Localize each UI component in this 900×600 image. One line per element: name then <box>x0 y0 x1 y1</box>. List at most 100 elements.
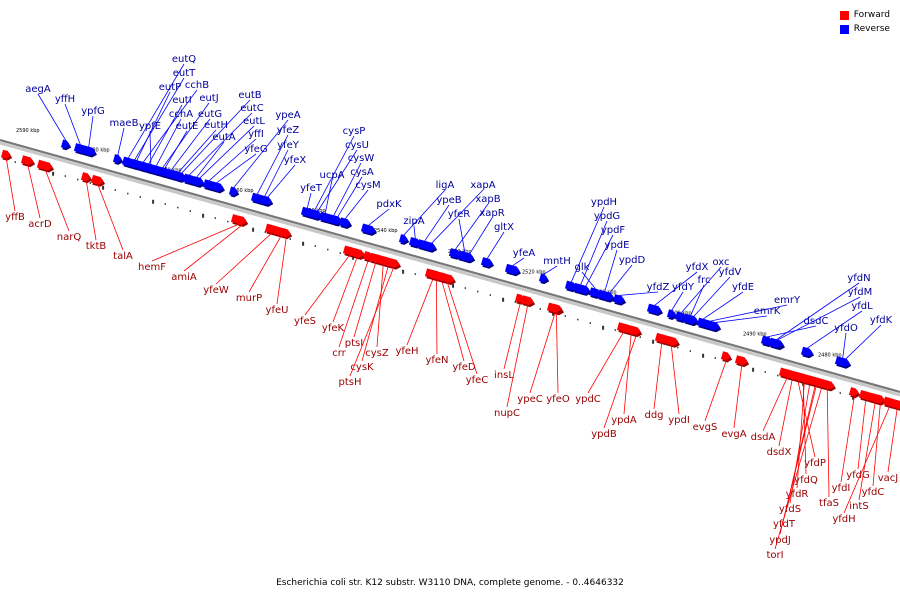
forward-gene-arrow <box>438 272 456 286</box>
forward-gene-arrow <box>888 398 900 411</box>
forward-gene-label: amiA <box>171 272 197 283</box>
reverse-gene-leader <box>842 332 847 359</box>
forward-gene-label: tfaS <box>819 498 839 509</box>
reverse-gene-leader <box>403 189 446 236</box>
reverse-gene-leader <box>413 225 416 239</box>
reverse-gene-label: zipA <box>403 216 424 227</box>
reverse-gene-arrow <box>710 321 722 333</box>
reverse-gene-leader <box>767 325 817 338</box>
forward-gene-label: ypeC <box>517 394 542 405</box>
reverse-gene-arrow <box>112 154 124 165</box>
reverse-gene-label: ypfE <box>139 121 161 132</box>
reverse-gene-leader <box>619 291 659 296</box>
reverse-gene-label: yfeZ <box>277 125 300 136</box>
forward-gene-leader <box>183 224 243 272</box>
forward-gene-arrow <box>630 326 643 338</box>
forward-gene-leader <box>826 388 830 498</box>
forward-gene-label: dsdX <box>767 447 792 458</box>
forward-gene-label: yfeC <box>466 375 489 386</box>
forward-gene-label: dsdA <box>751 432 776 443</box>
forward-gene-label: cysK <box>350 362 374 373</box>
reverse-gene-label: emrK <box>754 306 781 317</box>
forward-gene-leader <box>353 262 377 338</box>
forward-gene-label: yfeN <box>425 355 448 366</box>
forward-gene-label: yffB <box>5 212 25 223</box>
forward-gene-arrow <box>520 295 536 308</box>
reverse-gene-arrow <box>398 234 410 245</box>
scale-tick-mark <box>152 199 155 204</box>
scale-tick-mark <box>639 336 641 338</box>
reverse-gene-arrow <box>772 338 784 350</box>
reverse-gene-label: yfeT <box>300 183 323 194</box>
reverse-gene-leader <box>170 118 211 171</box>
reverse-gene-label: yfeG <box>244 144 267 155</box>
reverse-gene-leader <box>703 291 744 320</box>
reverse-gene-label: yfdK <box>870 315 893 326</box>
forward-gene-label: yfeU <box>266 305 289 316</box>
reverse-gene-leader <box>424 204 450 242</box>
reverse-gene-label: eutE <box>176 121 199 132</box>
reverse-gene-arrow <box>666 309 678 320</box>
reverse-gene-label: ypeA <box>275 110 300 121</box>
reverse-gene-label: xapR <box>479 208 504 219</box>
reverse-gene-label: maeB <box>110 118 139 129</box>
forward-gene-leader <box>623 333 632 415</box>
reverse-gene-label: ypdF <box>601 225 626 236</box>
reverse-gene-leader <box>671 291 684 311</box>
reverse-gene-leader <box>776 282 860 340</box>
reverse-gene-leader <box>693 276 731 317</box>
reverse-gene-label: yfdX <box>686 262 709 273</box>
forward-gene-label: torI <box>766 550 783 561</box>
forward-gene-leader <box>774 386 823 550</box>
forward-gene-label: talA <box>113 251 133 262</box>
reverse-gene-label: glk <box>575 262 590 273</box>
reverse-gene-label: cchA <box>169 109 193 120</box>
reverse-gene-label: eutA <box>212 132 235 143</box>
forward-gene-leader <box>529 312 556 394</box>
reverse-gene-label: eutH <box>204 120 228 131</box>
forward-gene-leader <box>887 408 898 473</box>
forward-swatch <box>839 10 849 20</box>
reverse-gene-leader <box>486 231 505 259</box>
reverse-gene-leader <box>216 153 257 184</box>
reverse-gene-leader <box>64 103 81 145</box>
forward-gene-leader <box>603 335 637 429</box>
scale-tick-mark <box>114 189 116 191</box>
reverse-gene-label: yfdL <box>851 301 873 312</box>
forward-gene-label: nupC <box>494 408 520 419</box>
scale-tick-mark <box>564 315 566 317</box>
scale-tick-label: 2540 kbp <box>374 228 398 234</box>
forward-gene-leader <box>858 401 876 501</box>
forward-gene-label: yfeO <box>546 394 570 405</box>
reverse-gene-label: cysP <box>343 126 366 137</box>
reverse-gene-leader <box>149 130 152 165</box>
reverse-gene-leader <box>469 217 493 254</box>
reverse-gene-arrow <box>80 145 97 158</box>
scale-tick-label: 2580 kbp <box>86 147 110 153</box>
reverse-gene-label: yfeX <box>284 155 307 166</box>
reverse-gene-label: ucpA <box>319 170 344 181</box>
reverse-gene-leader <box>314 135 355 211</box>
forward-gene-label: ptsI <box>345 338 363 349</box>
reverse-gene-leader <box>337 176 363 217</box>
scale-tick-mark <box>464 287 466 289</box>
forward-gene-arrow <box>80 172 93 184</box>
forward-gene-leader <box>441 280 465 362</box>
reverse-gene-label: yfeR <box>448 209 471 220</box>
forward-gene-label: vacJ <box>878 473 899 484</box>
reverse-gene-arrow <box>580 285 592 296</box>
reverse-gene-label: yfdZ <box>647 282 670 293</box>
reverse-gene-leader <box>324 179 333 214</box>
reverse-gene-arrow <box>480 257 495 269</box>
reverse-gene-leader <box>777 296 861 341</box>
forward-gene-label: yfeD <box>452 362 476 373</box>
reverse-swatch <box>839 24 849 34</box>
reverse-gene-label: emrY <box>774 295 801 306</box>
forward-gene-label: yfdP <box>804 458 826 469</box>
scale-tick-mark <box>852 395 855 400</box>
reverse-gene-arrow <box>464 252 476 264</box>
forward-gene-label: yfdI <box>832 483 851 494</box>
legend-item-reverse: Reverse <box>839 22 890 36</box>
scale-tick-mark <box>539 308 541 310</box>
reverse-gene-leader <box>209 138 257 181</box>
